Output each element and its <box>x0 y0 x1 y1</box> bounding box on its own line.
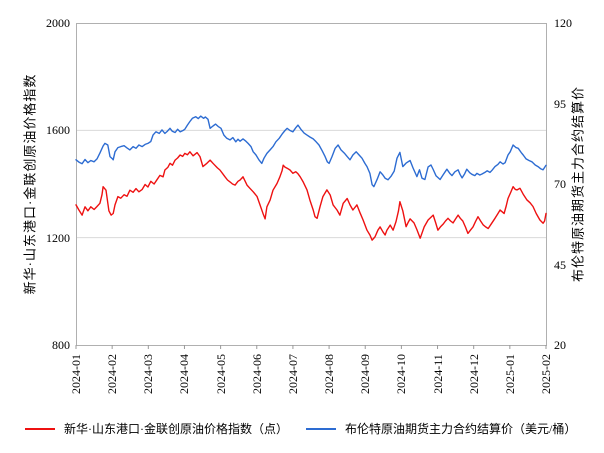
x-axis-tick-label: 2024-08 <box>322 354 337 394</box>
plot-border <box>76 23 547 346</box>
legend: 新华·山东港口·金联创原油价格指数（点） 布伦特原油期货主力合约结算价（美元/桶… <box>25 421 576 437</box>
brent-price-line <box>75 115 547 188</box>
x-axis-tick-label: 2024-02 <box>105 354 120 394</box>
red-line-swatch <box>25 428 55 430</box>
left-axis-tick-label: 800 <box>52 338 70 352</box>
right-axis-tick-label: 20 <box>554 338 566 352</box>
right-axis-tick-label: 120 <box>554 16 572 30</box>
x-axis-tick-label: 2024-03 <box>141 354 156 394</box>
left-axis-title: 新华·山东港口·金联创原油价格指数 <box>22 73 38 295</box>
x-axis-tick-label: 2025-01 <box>502 354 517 394</box>
right-axis-tick-label: 70 <box>554 177 566 191</box>
x-axis-tick-label: 2024-09 <box>358 354 373 394</box>
blue-line-swatch <box>306 428 336 430</box>
legend-label-index: 新华·山东港口·金联创原油价格指数（点） <box>64 422 288 436</box>
x-axis-tick-label: 2024-04 <box>177 354 192 394</box>
x-axis-tick-label: 2025-02 <box>539 354 553 394</box>
x-axis-tick-label: 2024-11 <box>430 354 445 394</box>
x-axis-tick-label: 2024-07 <box>285 354 300 394</box>
left-axis-tick-label: 1200 <box>46 230 70 245</box>
legend-item-brent: 布伦特原油期货主力合约结算价（美元/桶） <box>306 421 576 437</box>
left-axis-tick-label: 2000 <box>46 16 70 30</box>
x-axis-tick-label: 2024-01 <box>69 354 83 394</box>
left-axis-tick-label: 1600 <box>46 123 70 138</box>
right-axis-tick-label: 45 <box>554 257 566 272</box>
x-axis-tick-label: 2024-05 <box>213 354 228 394</box>
x-axis-tick-label: 2024-06 <box>249 354 264 394</box>
legend-label-brent: 布伦特原油期货主力合约结算价（美元/桶） <box>345 422 577 436</box>
x-axis-tick-label: 2024-10 <box>394 354 409 394</box>
index-price-line <box>75 151 547 241</box>
right-axis-tick-label: 95 <box>554 96 566 111</box>
x-axis-tick-label: 2024-12 <box>466 354 481 394</box>
legend-item-index: 新华·山东港口·金联创原油价格指数（点） <box>25 421 288 437</box>
